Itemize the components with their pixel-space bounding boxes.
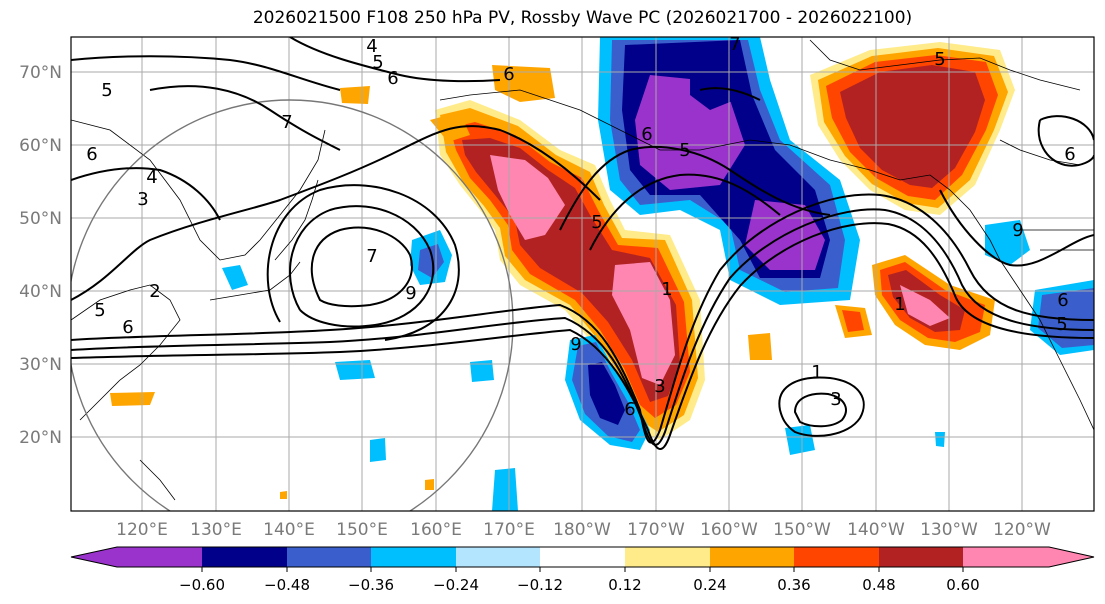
lat-axis: 70°N 60°N 50°N 40°N 30°N 20°N	[19, 63, 62, 448]
grid-lines	[71, 37, 1094, 511]
contour-label: 9	[405, 283, 416, 304]
colorbar-segment	[1049, 547, 1094, 567]
contour-label: 6	[387, 68, 398, 89]
contour-label: 6	[1064, 144, 1075, 165]
colorbar-tick: 0.12	[608, 576, 641, 594]
lat-label: 50°N	[19, 209, 62, 229]
colorbar-segment	[371, 547, 456, 567]
contour-label: 5	[934, 49, 945, 70]
lat-label: 30°N	[19, 355, 62, 375]
colorbar-tick: 0.48	[862, 576, 895, 594]
contour-label: 2	[149, 281, 160, 302]
contour-label: 5	[591, 212, 602, 233]
colorbar-segment	[540, 547, 625, 567]
contour-label: 9	[1012, 220, 1023, 241]
lon-label: 160°W	[700, 520, 758, 540]
colorbar-segment	[117, 547, 202, 567]
contour-label: 3	[654, 376, 665, 397]
colorbar-segment	[287, 547, 371, 567]
lat-label: 70°N	[19, 63, 62, 83]
lon-label: 130°E	[190, 520, 242, 540]
contour-label: 9	[570, 334, 581, 355]
lon-label: 140°W	[847, 520, 905, 540]
contour-label: 5	[1056, 314, 1067, 335]
colorbar-tick: 0.24	[693, 576, 726, 594]
colorbar-segment	[456, 547, 540, 567]
contour-label: 1	[811, 362, 822, 383]
lon-label: 140°E	[263, 520, 315, 540]
colorbar-tick: 0.60	[946, 576, 979, 594]
colorbar: −0.60 −0.48 −0.36 −0.24 −0.12 0.12 0.24 …	[70, 546, 1095, 594]
contour-label: 5	[101, 80, 112, 101]
contour-label: 3	[137, 189, 148, 210]
pv-contours	[71, 37, 1094, 450]
colorbar-segment	[202, 547, 287, 567]
lon-axis: 120°E 130°E 140°E 150°E 160°E 170°E 180°…	[116, 520, 1051, 540]
lon-label: 170°E	[483, 520, 535, 540]
contour-label: 5	[679, 140, 690, 161]
colorbar-segment	[794, 547, 879, 567]
lat-label: 60°N	[19, 136, 62, 156]
contour-label: 3	[830, 389, 841, 410]
lon-label: 170°W	[627, 520, 685, 540]
contour-label: 5	[372, 52, 383, 73]
contour-label: 7	[281, 112, 292, 133]
chart-title: 2026021500 F108 250 hPa PV, Rossby Wave …	[252, 8, 913, 28]
contour-label: 6	[1057, 290, 1068, 311]
colorbar-segment	[625, 547, 710, 567]
colorbar-segment	[710, 547, 794, 567]
colorbar-tick: −0.36	[348, 576, 394, 594]
contour-label: 7	[729, 34, 740, 55]
colorbar-segment	[71, 547, 117, 567]
lon-label: 180°W	[553, 520, 611, 540]
contour-label: 6	[641, 124, 652, 145]
contour-label: 4	[366, 36, 377, 57]
lon-label: 160°E	[410, 520, 462, 540]
contour-label: 6	[122, 317, 133, 338]
lon-label: 130°W	[920, 520, 978, 540]
contour-label: 6	[86, 144, 97, 165]
colorbar-outline	[70, 546, 1095, 568]
lat-label: 20°N	[19, 428, 62, 448]
lon-label: 120°W	[993, 520, 1051, 540]
contour-label: 7	[366, 246, 377, 267]
contour-label: 6	[624, 399, 635, 420]
contour-label: 5	[94, 300, 105, 321]
colorbar-tick: −0.48	[264, 576, 310, 594]
contour-label: 1	[661, 279, 672, 300]
contour-label: 1	[894, 294, 905, 315]
contour-labels: 4 5 6 5 7 6 4 3 5 6 7 9 6 5 7 6 5 1 3 6 …	[86, 34, 1075, 420]
lat-label: 40°N	[19, 282, 62, 302]
coastlines	[71, 39, 1094, 501]
lon-label: 150°W	[773, 520, 831, 540]
lon-label: 150°E	[336, 520, 388, 540]
radius-circle	[71, 99, 514, 511]
colorbar-tick: −0.60	[179, 576, 225, 594]
colorbar-tick: −0.24	[433, 576, 479, 594]
colorbar-segment	[879, 547, 963, 567]
contour-label: 6	[503, 64, 514, 85]
contour-label: 4	[146, 167, 157, 188]
lon-label: 120°E	[116, 520, 168, 540]
map-frame	[70, 36, 1095, 512]
anomaly-fill	[110, 37, 1094, 511]
colorbar-tick: 0.36	[777, 576, 810, 594]
colorbar-segment	[963, 547, 1049, 567]
colorbar-tick: −0.12	[517, 576, 563, 594]
